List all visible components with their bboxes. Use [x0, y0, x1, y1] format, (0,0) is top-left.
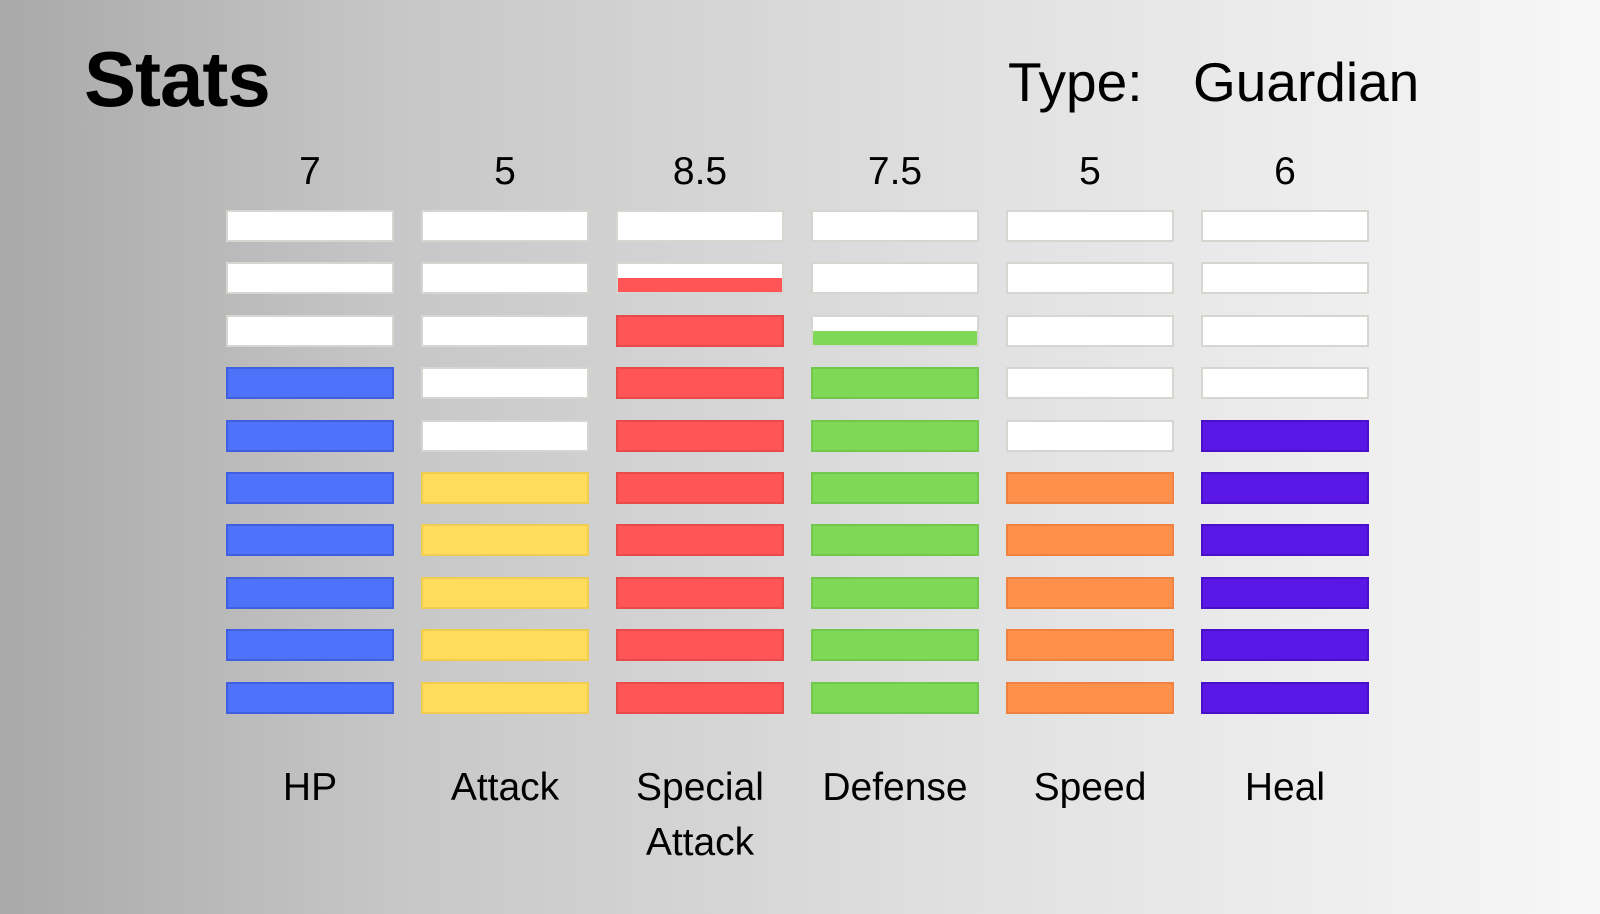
- stat-label-line: Special: [636, 766, 764, 809]
- bar-segment: [226, 314, 394, 347]
- bar-segment: [421, 524, 589, 557]
- bar-segment: [1201, 419, 1369, 452]
- bar-segment: [421, 367, 589, 400]
- stat-value-defense: 7.5: [867, 150, 923, 193]
- bar-segment: [1006, 367, 1174, 400]
- bar-segment: [616, 419, 784, 452]
- bar-segment: [811, 472, 979, 504]
- bar-segment: [1006, 472, 1174, 504]
- bar-segment: [421, 629, 589, 662]
- bar-segment: [421, 472, 589, 504]
- bar-segment: [226, 576, 394, 609]
- bar-segment: [616, 262, 784, 295]
- stat-value-special-attack: 8.5: [672, 150, 728, 193]
- bar-segment: [1201, 210, 1369, 242]
- bar-segment: [226, 472, 394, 504]
- page-title: Stats: [84, 35, 271, 123]
- bar-segment: [421, 314, 589, 347]
- bar-segment: [1006, 629, 1174, 662]
- bar-segment: [1201, 262, 1369, 295]
- bar-segment: [811, 524, 979, 557]
- bar-segment: [811, 576, 979, 609]
- bar-segment: [1201, 314, 1369, 347]
- bar-segment: [616, 629, 784, 662]
- bar-segment: [1201, 367, 1369, 400]
- stat-value-speed: 5: [1079, 150, 1101, 193]
- bar-segment: [811, 262, 979, 295]
- bar-segment: [1201, 576, 1369, 609]
- stat-label-line: Speed: [1033, 766, 1147, 809]
- bar-segment: [1201, 681, 1369, 714]
- bar-segment: [811, 629, 979, 662]
- bar-segment: [421, 210, 589, 242]
- stat-label-line: Heal: [1244, 766, 1326, 809]
- bar-segment: [1006, 262, 1174, 295]
- bar-segment: [616, 210, 784, 242]
- bar-segment: [421, 262, 589, 295]
- bar-segment: [1006, 314, 1174, 347]
- bar-segment: [616, 472, 784, 504]
- bar-segment: [616, 367, 784, 400]
- bar-segment: [616, 314, 784, 347]
- bar-segment: [811, 210, 979, 242]
- bar-segment: [226, 419, 394, 452]
- bar-segment: [616, 681, 784, 714]
- stat-label-hp: HP: [206, 760, 414, 815]
- stat-label-defense: Defense: [791, 760, 999, 815]
- stat-label-special-attack: Special Attack: [596, 760, 804, 870]
- bar-segment: [226, 524, 394, 557]
- stat-label-line: Defense: [822, 766, 968, 809]
- bar-segment: [811, 419, 979, 452]
- bar-segment-partial-fill: [618, 278, 782, 293]
- type-value: Guardian: [1193, 51, 1420, 113]
- bar-segment: [1006, 681, 1174, 714]
- bar-segment: [1006, 576, 1174, 609]
- bar-segment: [811, 314, 979, 347]
- bar-segment: [1201, 472, 1369, 504]
- bar-segment: [811, 367, 979, 400]
- stat-value-attack: 5: [494, 150, 516, 193]
- stat-value-heal: 6: [1274, 150, 1296, 193]
- stat-label-heal: Heal: [1181, 760, 1389, 815]
- bar-segment: [226, 262, 394, 295]
- bar-segment: [1006, 524, 1174, 557]
- stat-value-hp: 7: [299, 150, 321, 193]
- bar-segment: [811, 681, 979, 714]
- bar-segment: [226, 367, 394, 400]
- stat-label-line: Attack: [450, 766, 560, 809]
- bar-segment: [226, 210, 394, 242]
- stat-label-line: HP: [282, 766, 338, 809]
- bar-segment: [1006, 210, 1174, 242]
- bar-segment: [226, 629, 394, 662]
- bar-segment: [616, 576, 784, 609]
- bar-segment: [421, 681, 589, 714]
- stat-label-speed: Speed: [986, 760, 1194, 815]
- bar-segment: [226, 681, 394, 714]
- bar-segment: [1201, 629, 1369, 662]
- stat-label-attack: Attack: [401, 760, 609, 815]
- stat-label-line: Attack: [645, 821, 755, 864]
- bar-segment: [616, 524, 784, 557]
- bar-segment: [421, 419, 589, 452]
- bar-segment: [1201, 524, 1369, 557]
- type-label: Type:: [1008, 51, 1143, 113]
- bar-segment-partial-fill: [813, 330, 977, 345]
- bar-segment: [421, 576, 589, 609]
- bar-segment: [1006, 419, 1174, 452]
